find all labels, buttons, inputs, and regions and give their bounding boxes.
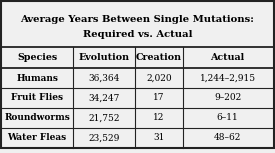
Text: Roundworms: Roundworms	[4, 113, 70, 122]
Text: Required vs. Actual: Required vs. Actual	[83, 30, 192, 39]
Text: 1,244–2,915: 1,244–2,915	[199, 74, 256, 82]
Text: Average Years Between Single Mutations:: Average Years Between Single Mutations:	[21, 15, 254, 24]
Text: 21,752: 21,752	[88, 113, 120, 122]
Text: 31: 31	[153, 133, 164, 142]
Text: 23,529: 23,529	[88, 133, 120, 142]
Text: 48–62: 48–62	[214, 133, 241, 142]
Text: 34,247: 34,247	[88, 93, 120, 102]
Text: Fruit Flies: Fruit Flies	[11, 93, 63, 102]
Text: Humans: Humans	[16, 74, 58, 82]
Text: 9–202: 9–202	[214, 93, 241, 102]
Text: 36,364: 36,364	[88, 74, 120, 82]
Text: Evolution: Evolution	[78, 53, 129, 62]
Text: Species: Species	[17, 53, 57, 62]
Text: Creation: Creation	[136, 53, 182, 62]
Text: 17: 17	[153, 93, 164, 102]
Text: 12: 12	[153, 113, 164, 122]
Text: Actual: Actual	[210, 53, 245, 62]
Text: Water Fleas: Water Fleas	[8, 133, 67, 142]
Text: 6–11: 6–11	[217, 113, 238, 122]
Text: 2,020: 2,020	[146, 74, 172, 82]
